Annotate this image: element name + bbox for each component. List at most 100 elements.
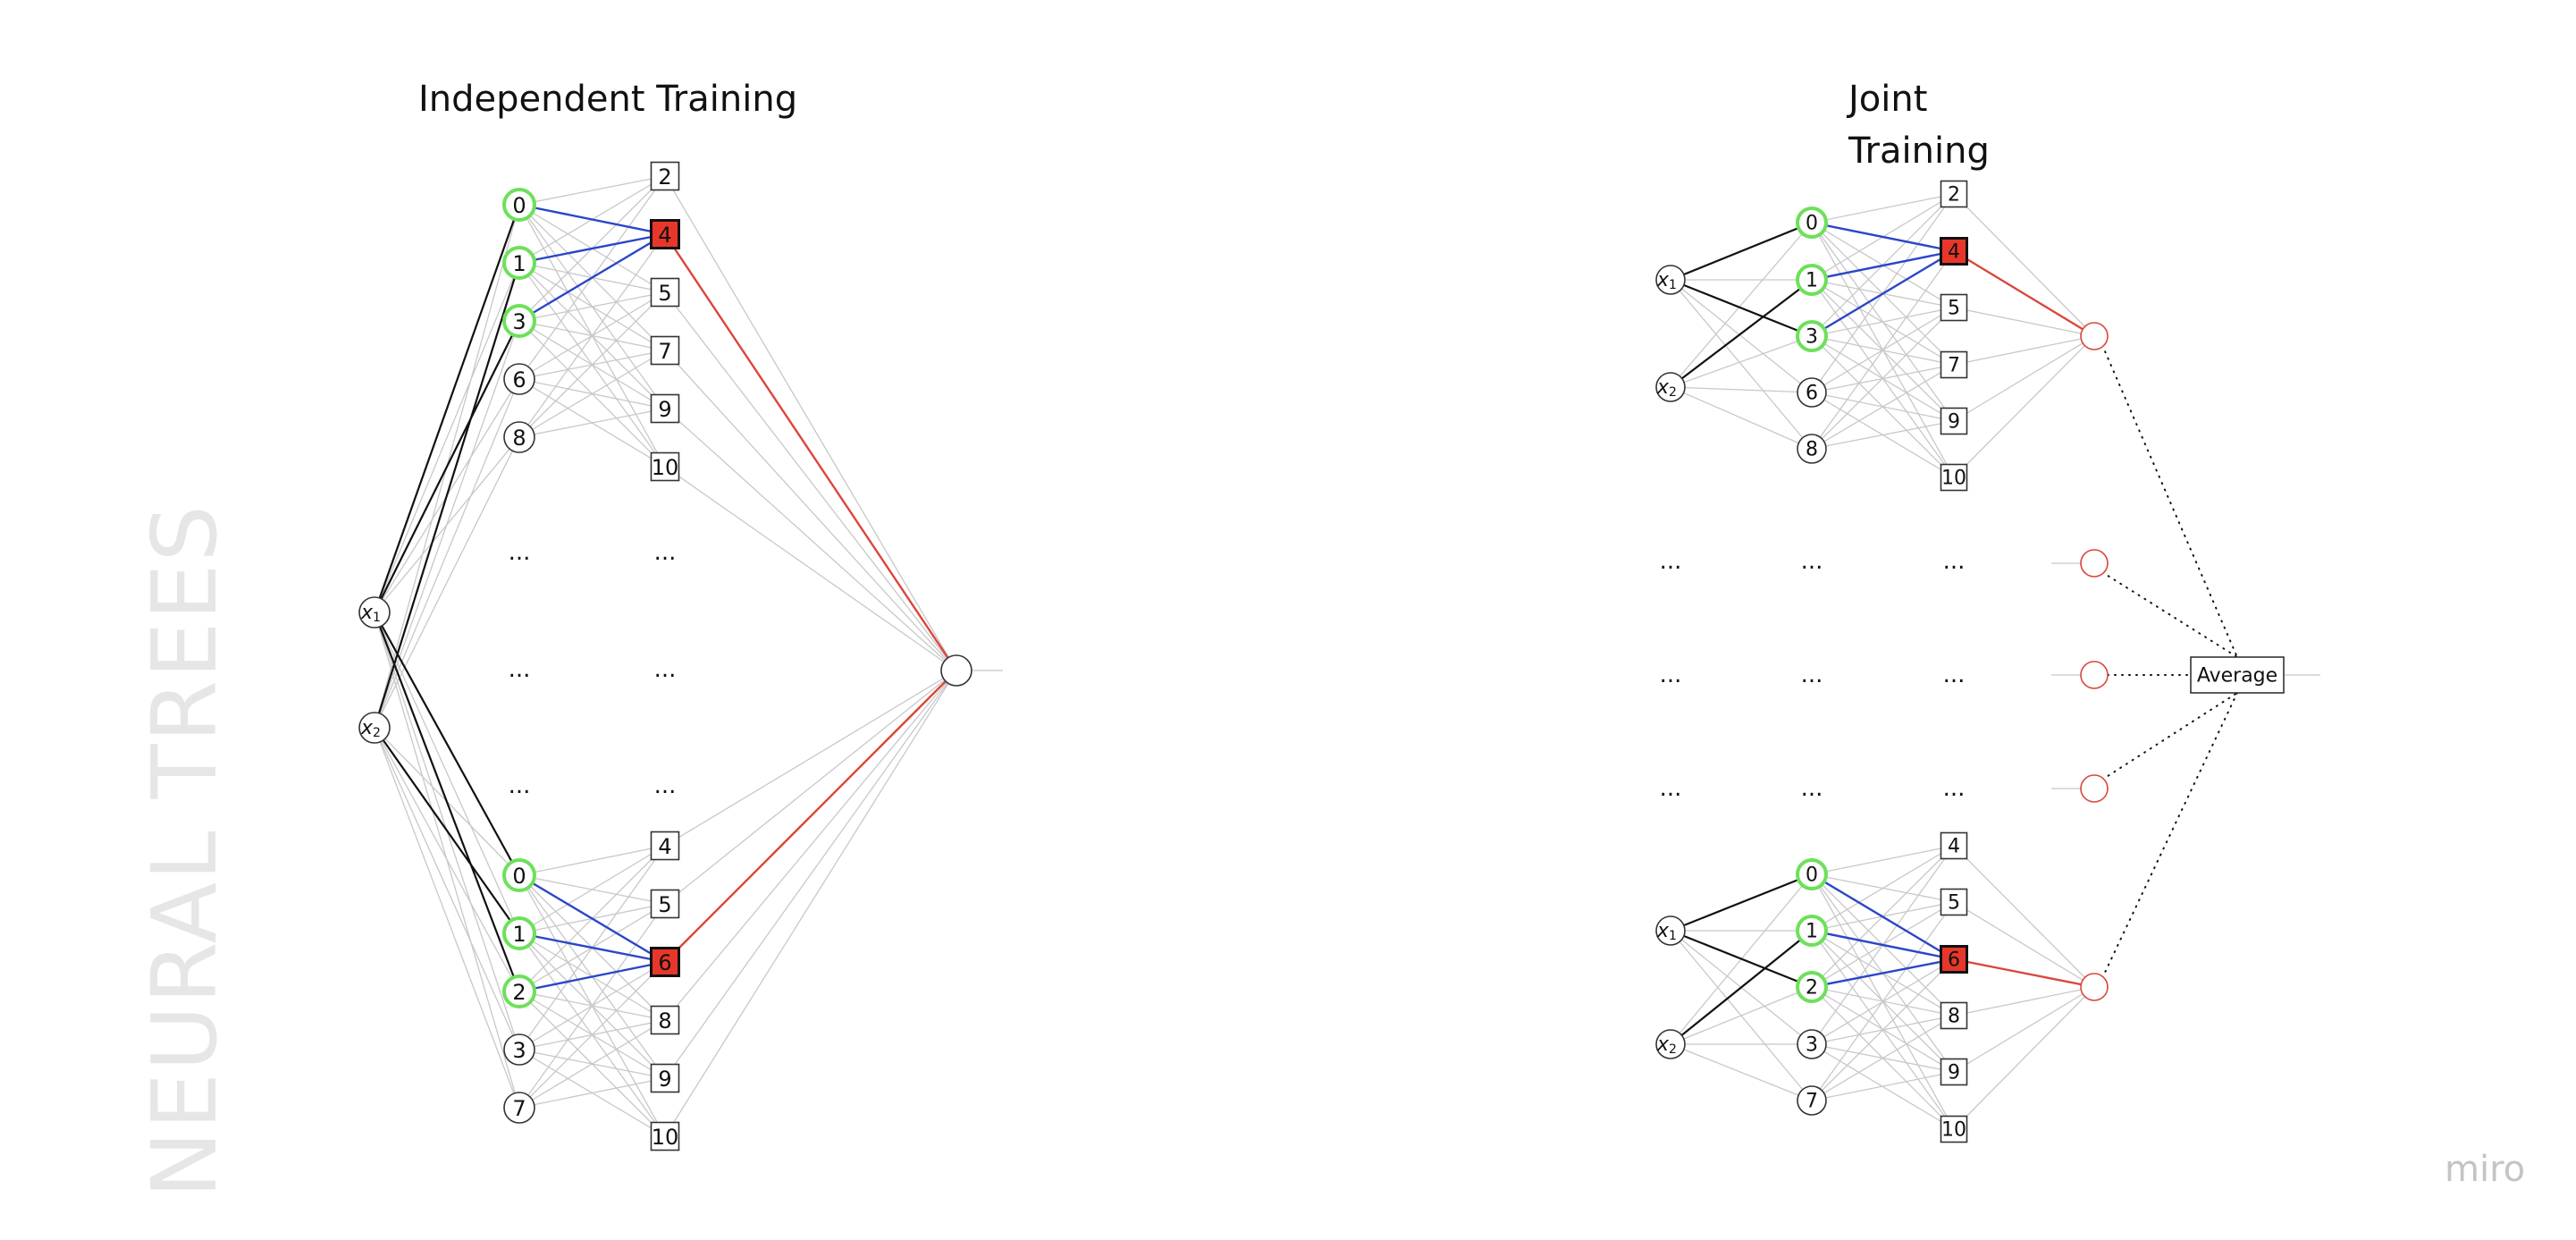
independent-bottom-leaf-node	[650, 831, 680, 861]
independent-top-inner-leaf-edge	[518, 408, 666, 438]
independent-top-input-inner-edge	[374, 378, 520, 729]
joint-top-inner-node	[1796, 207, 1828, 239]
independent-bottom-leaf-node	[650, 1005, 680, 1035]
joint-bottom-input-x2	[1655, 1029, 1686, 1059]
joint-inner-ellipsis: ...	[1801, 548, 1823, 575]
joint-bottom-leaf-node	[1940, 1001, 1968, 1030]
labels-layer: 013682457910012374568910x1x2............…	[360, 164, 2277, 1150]
independent-top-leaf-node-label: 5	[658, 281, 671, 306]
independent-inner-ellipsis: ...	[509, 772, 531, 799]
independent-bottom-leaf-node	[650, 947, 680, 977]
input-var: x	[360, 717, 374, 739]
joint-top-input-x1-label: x1	[1656, 269, 1677, 293]
joint-training-title-line2: Training	[1848, 131, 1990, 172]
joint-bottom-inner-leaf-edge	[1811, 845, 1955, 932]
independent-bottom-inner-node-label: 0	[512, 864, 526, 889]
joint-bottom-inner-leaf-edge	[1811, 901, 1955, 1101]
joint-bottom-input-x1	[1655, 915, 1686, 946]
independent-top-inner-node-label: 8	[512, 426, 526, 451]
joint-bottom-leaf-output-edge	[1953, 986, 2095, 1073]
joint-bottom-leaf-node-label: 6	[1948, 949, 1960, 972]
joint-output-node	[2080, 973, 2109, 1001]
independent-top-inner-node-label: 3	[512, 309, 526, 334]
independent-top-leaf-node	[650, 393, 680, 424]
joint-bottom-leaf-node-label: 9	[1948, 1062, 1960, 1084]
independent-bottom-inner-leaf-edge	[518, 845, 666, 934]
independent-top-inner-node-label: 0	[512, 193, 526, 218]
independent-bottom-input-inner-edge	[374, 727, 520, 992]
independent-top-leaf-output-edge	[664, 408, 957, 671]
independent-top-inner-leaf-edge	[518, 291, 666, 322]
independent-top-path-edge	[518, 203, 666, 236]
average-box-label: Average	[2197, 665, 2277, 687]
joint-bottom-input-inner-edge	[1670, 1043, 1813, 1101]
independent-bottom-input-inner-edge	[374, 727, 520, 1050]
independent-bottom-inner-node-label: 1	[512, 922, 526, 947]
independent-input-x1-label: x1	[360, 602, 381, 626]
independent-top-input-inner-edge	[374, 262, 520, 613]
independent-top-path-edge	[518, 232, 666, 323]
joint-top-leaf-node-label: 2	[1948, 184, 1960, 207]
joint-top-leaf-node-label: 5	[1948, 298, 1960, 320]
independent-bottom-inner-leaf-edge	[518, 1077, 666, 1109]
joint-top-leaf-output-edge	[1953, 193, 2095, 337]
independent-bottom-inner-leaf-edge	[518, 1019, 666, 1109]
joint-top-leaf-node-label: 4	[1948, 241, 1960, 264]
joint-bottom-leaf-node	[1940, 945, 1968, 974]
independent-top-inner-leaf-edge	[518, 350, 666, 438]
independent-top-output-path-edge	[664, 233, 957, 671]
joint-top-leaf-output-edge	[1953, 335, 2095, 422]
independent-bottom-inner-leaf-edge	[518, 903, 666, 1109]
independent-bottom-output-path-edge	[664, 670, 957, 963]
joint-bottom-leaf-node	[1940, 1058, 1968, 1086]
joint-bottom-path-edge	[1811, 957, 1955, 989]
joint-bottom-inner-node-label: 2	[1806, 977, 1818, 1000]
input-var: x	[1656, 920, 1670, 942]
joint-top-input-path-edge	[1670, 278, 1813, 338]
input-subscript: 2	[373, 726, 381, 740]
independent-top-leaf-node-label: 4	[658, 223, 671, 248]
joint-top-inner-leaf-edge	[1811, 420, 1955, 450]
independent-bottom-inner-node	[503, 1033, 535, 1066]
independent-inner-ellipsis: ...	[509, 656, 531, 683]
joint-top-output-path-edge	[1953, 249, 2095, 338]
independent-leaf-ellipsis: ...	[654, 656, 677, 683]
joint-top-leaf-node-label: 9	[1948, 411, 1960, 434]
independent-bottom-input-inner-edge	[374, 612, 520, 934]
joint-bottom-leaf-output-edge	[1953, 986, 2095, 1130]
joint-bottom-path-edge	[1811, 873, 1955, 961]
independent-leaf-ellipsis: ...	[654, 539, 677, 566]
joint-average-dotted-edge	[2101, 692, 2238, 979]
independent-bottom-leaf-node-label: 10	[652, 1125, 679, 1150]
independent-top-leaf-node-label: 2	[658, 164, 671, 190]
independent-inner-ellipsis: ...	[509, 539, 531, 566]
independent-top-inner-node	[502, 304, 536, 338]
joint-top-input-inner-edge	[1670, 386, 1813, 393]
joint-bottom-leaf-output-edge	[1953, 901, 2095, 988]
independent-top-inner-node	[503, 363, 535, 395]
joint-training-title-line1: Joint	[1848, 79, 1928, 120]
independent-bottom-path-edge	[518, 960, 666, 993]
independent-bottom-inner-node-label: 2	[512, 980, 526, 1005]
joint-top-input-x1	[1655, 265, 1686, 295]
input-var: x	[360, 602, 374, 624]
independent-top-inner-node-label: 6	[512, 367, 526, 392]
independent-bottom-input-inner-edge	[374, 727, 520, 1109]
joint-top-inner-node	[1796, 320, 1828, 352]
joint-top-leaf-output-edge	[1953, 335, 2095, 366]
joint-top-inner-node-label: 3	[1806, 326, 1818, 349]
joint-top-input-inner-edge	[1670, 222, 1813, 388]
independent-top-input-path-edge	[374, 320, 520, 613]
independent-top-leaf-output-edge	[664, 466, 957, 671]
joint-top-path-edge	[1811, 221, 1955, 253]
independent-leaf-ellipsis: ...	[654, 772, 677, 799]
independent-input-x2	[358, 712, 391, 744]
joint-bottom-input-x1-label: x1	[1656, 920, 1677, 944]
independent-bottom-inner-node	[502, 916, 536, 950]
joint-bottom-input-path-edge	[1670, 873, 1813, 932]
joint-top-leaf-node-label: 10	[1941, 468, 1966, 490]
joint-bottom-input-path-edge	[1670, 929, 1813, 989]
joint-output-node	[2080, 774, 2109, 803]
independent-top-leaf-node	[650, 277, 680, 308]
